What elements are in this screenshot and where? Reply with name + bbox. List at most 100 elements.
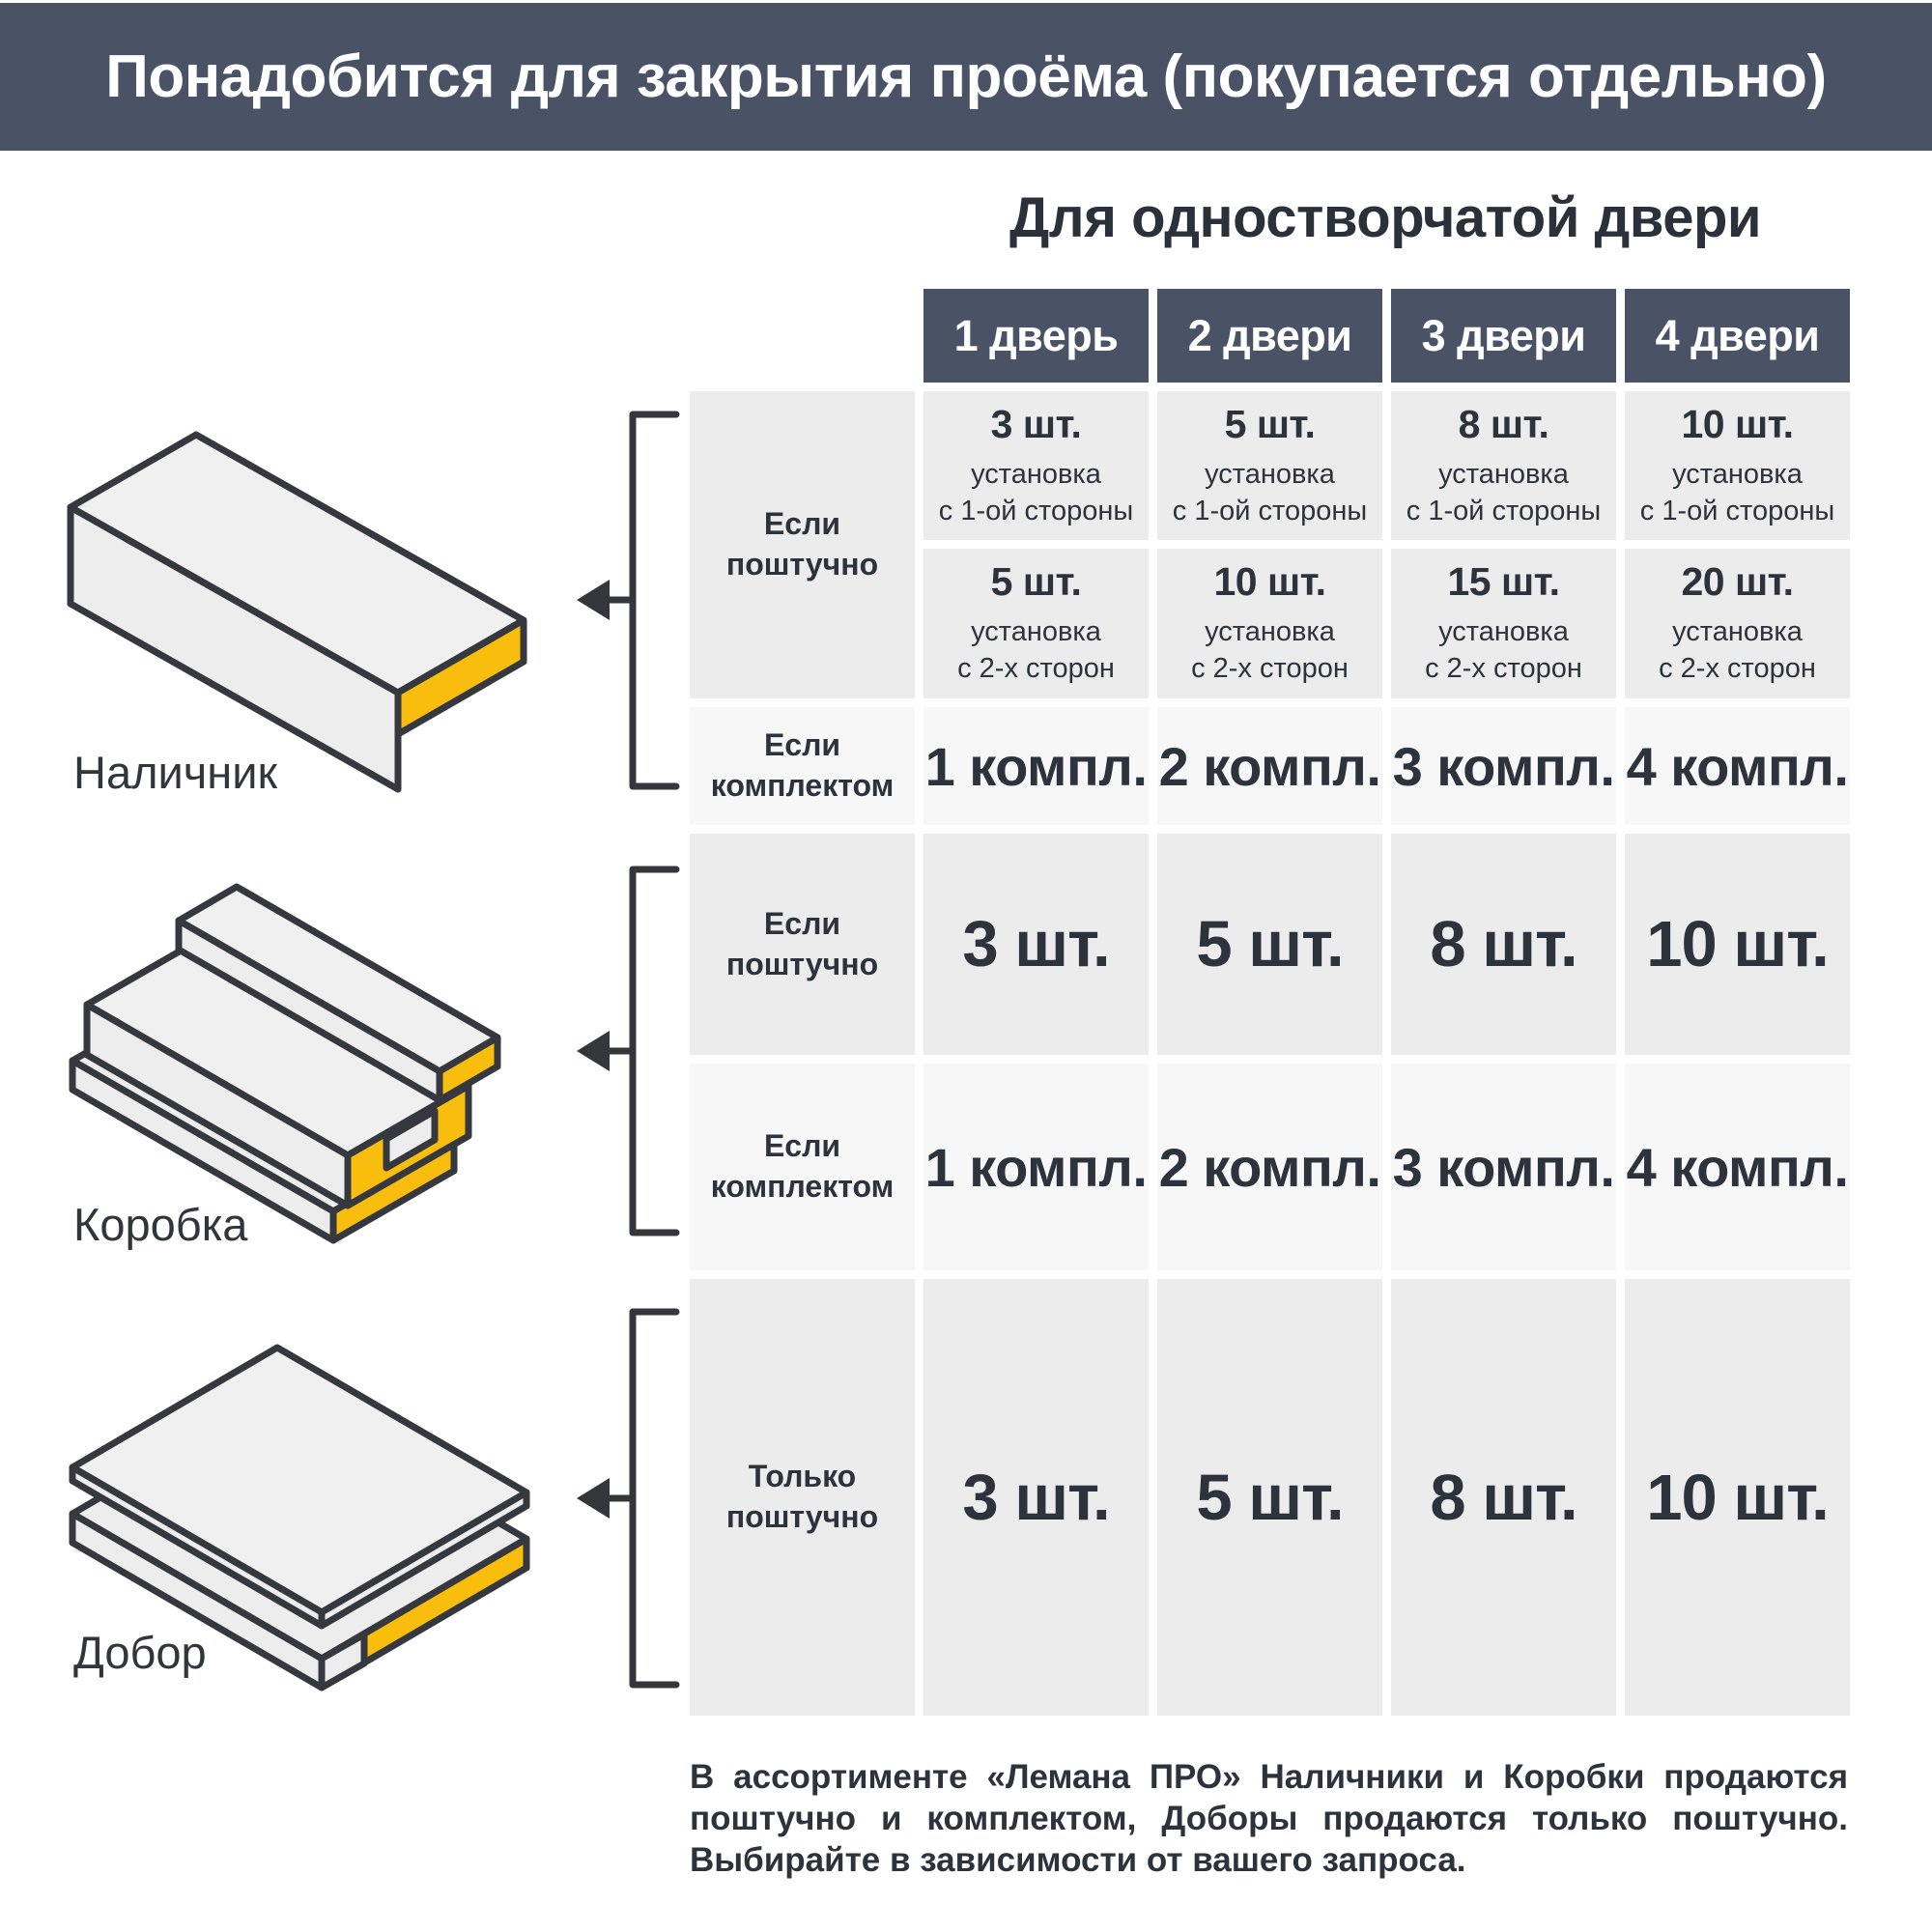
qty-value: 5 шт. [990, 559, 1082, 605]
table-cell: 8 шт. [1391, 1279, 1616, 1716]
qty-value: 8 шт. [1430, 908, 1577, 980]
qty-value: 3 шт. [962, 1461, 1110, 1534]
table-cell: 3 шт. установка с 1-ой стороны [923, 391, 1149, 540]
qty-note: установка с 1-ой стороны [1173, 457, 1367, 529]
qty-note-line: с 2-х сторон [957, 653, 1115, 684]
bracket-arrow-korobka [577, 866, 680, 1236]
qty-note-line: с 1-ой стороны [1406, 495, 1602, 526]
qty-value: 10 шт. [1213, 559, 1326, 605]
product-label-dobor: Добор [73, 1627, 207, 1678]
arrow-left-icon [577, 1031, 610, 1071]
qty-note: установка с 2-х сторон [1659, 614, 1816, 687]
arrow-left-icon [577, 1478, 610, 1519]
table-cell: 5 шт. [1157, 1279, 1382, 1716]
qty-value: 10 шт. [1646, 1461, 1830, 1534]
table-cell: 3 компл. [1391, 1064, 1616, 1270]
table-cell: 2 компл. [1157, 1064, 1382, 1270]
qty-value: 4 компл. [1626, 1136, 1849, 1198]
product-label-nalichnik: Наличник [73, 747, 278, 798]
row-label-set-korobka: Если комплектом [690, 1064, 915, 1270]
table-cell: 10 шт. установка с 1-ой стороны [1625, 391, 1850, 540]
table-cell: 1 компл. [923, 1064, 1149, 1270]
table-cell: 3 шт. [923, 1279, 1149, 1716]
qty-note: установка с 2-х сторон [957, 614, 1115, 687]
bracket-arrow-nalichnik [577, 411, 680, 790]
bracket-arrow-dobor [577, 1308, 680, 1689]
table-cell: 5 шт. установка с 2-х сторон [923, 549, 1149, 698]
qty-value: 1 компл. [924, 735, 1148, 797]
table-cell: 20 шт. установка с 2-х сторон [1625, 549, 1850, 698]
table-cell: 10 шт. [1625, 834, 1850, 1055]
qty-value: 4 компл. [1626, 735, 1849, 797]
qty-value: 2 компл. [1158, 1136, 1381, 1198]
column-header-2-doors: 2 двери [1157, 289, 1382, 383]
row-label-piecewise-nalichnik: Если поштучно [690, 391, 915, 698]
table-title: Для одностворчатой двери [1009, 186, 1762, 249]
qty-value: 1 компл. [924, 1136, 1148, 1198]
qty-note: установка с 2-х сторон [1191, 614, 1349, 687]
table-cell: 8 шт. [1391, 834, 1616, 1055]
qty-note-line: установка [971, 616, 1101, 648]
qty-value: 8 шт. [1458, 401, 1549, 446]
column-header-3-doors: 3 двери [1391, 289, 1616, 383]
qty-note-line: установка [971, 458, 1101, 490]
product-label-korobka: Коробка [73, 1199, 248, 1250]
table-cell: 3 компл. [1391, 707, 1616, 825]
qty-note: установка с 1-ой стороны [1640, 457, 1834, 529]
table-cell: 4 компл. [1625, 1064, 1850, 1270]
qty-note: установка с 2-х сторон [1425, 614, 1582, 687]
footnote: В ассортименте «Лемана ПРО» Наличники и … [690, 1756, 1848, 1881]
qty-value: 5 шт. [1196, 1461, 1344, 1534]
qty-note-line: с 2-х сторон [1425, 653, 1582, 684]
qty-note-line: с 1-ой стороны [1172, 495, 1368, 526]
qty-note-line: установка [1672, 458, 1803, 490]
table-cell: 8 шт. установка с 1-ой стороны [1391, 391, 1616, 540]
qty-note-line: с 1-ой стороны [1639, 495, 1835, 526]
footnote-line: поштучно и комплектом, Доборы продаются … [690, 1800, 1848, 1837]
row-label-set-nalichnik: Если комплектом [690, 707, 915, 825]
banner-title: Понадобится для закрытия проёма (покупае… [105, 43, 1827, 110]
table-cell: 4 компл. [1625, 707, 1850, 825]
qty-note-line: установка [1438, 458, 1569, 490]
row-label-piecewise-korobka: Если поштучно [690, 834, 915, 1055]
qty-note-line: установка [1205, 616, 1335, 648]
footnote-line: Выбирайте в зависимости от вашего запрос… [690, 1841, 1466, 1879]
qty-value: 8 шт. [1430, 1461, 1577, 1534]
qty-value: 10 шт. [1646, 908, 1830, 980]
table-cell: 5 шт. [1157, 834, 1382, 1055]
qty-value: 3 шт. [990, 401, 1082, 446]
qty-value: 3 компл. [1392, 735, 1615, 797]
table-cell: 10 шт. установка с 2-х сторон [1157, 549, 1382, 698]
qty-value: 3 компл. [1392, 1136, 1615, 1198]
qty-note-line: установка [1205, 458, 1335, 490]
qty-value: 3 шт. [962, 908, 1110, 980]
qty-value: 5 шт. [1196, 908, 1344, 980]
qty-note-line: с 1-ой стороны [938, 495, 1134, 526]
table-cell: 3 шт. [923, 834, 1149, 1055]
footnote-line: В ассортименте «Лемана ПРО» Наличники и … [690, 1758, 1848, 1796]
qty-note: установка с 1-ой стороны [939, 457, 1133, 529]
qty-value: 20 шт. [1681, 559, 1794, 605]
qty-note-line: с 2-х сторон [1659, 653, 1816, 684]
table-cell: 10 шт. [1625, 1279, 1850, 1716]
arrow-left-icon [577, 580, 610, 620]
qty-note: установка с 1-ой стороны [1406, 457, 1601, 529]
qty-value: 5 шт. [1224, 401, 1316, 446]
table-cell: 5 шт. установка с 1-ой стороны [1157, 391, 1382, 540]
qty-value: 15 шт. [1447, 559, 1560, 605]
qty-note-line: установка [1672, 616, 1803, 648]
table-cell: 2 компл. [1157, 707, 1382, 825]
qty-value: 10 шт. [1681, 401, 1794, 446]
column-header-1-door: 1 дверь [923, 289, 1149, 383]
dobor-illustration [69, 1344, 530, 1691]
quantity-table: 1 дверь 2 двери 3 двери 4 двери Если пош… [690, 289, 1850, 1716]
top-banner: Понадобится для закрытия проёма (покупае… [0, 3, 1932, 151]
qty-value: 2 компл. [1158, 735, 1381, 797]
qty-note-line: установка [1438, 616, 1569, 648]
nalichnik-illustration [67, 431, 527, 793]
row-label-only-piecewise-dobor: Только поштучно [690, 1279, 915, 1716]
korobka-illustration [69, 883, 501, 1244]
column-header-4-doors: 4 двери [1625, 289, 1850, 383]
table-cell: 15 шт. установка с 2-х сторон [1391, 549, 1616, 698]
